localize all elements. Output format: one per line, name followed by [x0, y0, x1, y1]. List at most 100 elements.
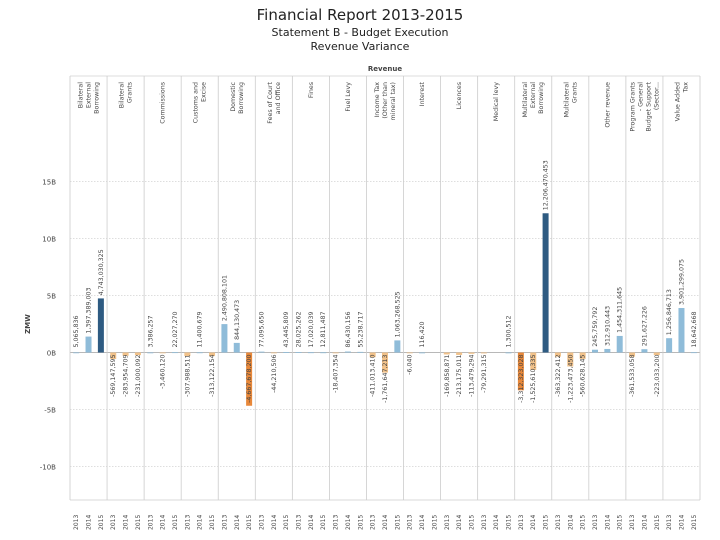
- group-label: Budget Support: [645, 81, 652, 131]
- x-tick-label: 2014: [419, 515, 426, 530]
- data-label: -223,033,200: [654, 355, 661, 397]
- bar: [270, 352, 277, 354]
- group-label: Interest: [419, 81, 426, 106]
- report-subtitle: Statement B - Budget Execution: [271, 26, 449, 39]
- bar: [221, 324, 228, 353]
- bar: [134, 352, 141, 356]
- bar: [246, 352, 253, 406]
- group-label: Multilateral: [563, 82, 570, 118]
- bar: [690, 352, 697, 354]
- group-label: (Sector...: [653, 82, 660, 110]
- group-label: Income Tax: [374, 82, 381, 118]
- x-tick-label: 2014: [123, 515, 130, 530]
- group-label: Domestic: [230, 81, 237, 111]
- bar: [73, 352, 80, 354]
- data-label: -231,000,092: [135, 355, 142, 397]
- x-tick-label: 2015: [357, 515, 364, 530]
- bar: [542, 213, 549, 353]
- group-label: Borrowing: [94, 82, 101, 114]
- data-label: 55,238,717: [357, 311, 364, 347]
- group-label: External: [86, 82, 93, 108]
- bar: [172, 352, 178, 354]
- data-label: -113,479,294: [468, 355, 475, 397]
- bar: [307, 352, 314, 354]
- x-tick-label: 2013: [370, 515, 377, 530]
- bar: [159, 352, 166, 354]
- x-tick-label: 2015: [394, 515, 401, 530]
- bar: [258, 351, 265, 353]
- x-tick-label: 2014: [308, 515, 315, 530]
- bar: [629, 352, 636, 357]
- bar: [122, 352, 129, 356]
- group-label: Tax: [682, 82, 689, 94]
- data-label: 245,759,792: [592, 307, 599, 347]
- data-label: 12,811,487: [320, 311, 327, 347]
- group-label: Bilateral: [119, 82, 126, 108]
- data-label: 291,627,226: [641, 306, 648, 346]
- data-label: -411,013,410: [370, 355, 377, 397]
- bar: [369, 352, 376, 358]
- bar: [344, 351, 351, 353]
- x-tick-label: 2015: [617, 515, 624, 530]
- bar: [666, 338, 673, 353]
- data-label: 1,454,311,645: [617, 287, 624, 333]
- x-tick-label: 2014: [567, 515, 574, 530]
- x-tick-label: 2015: [654, 515, 661, 530]
- data-label: 3,386,257: [147, 315, 154, 347]
- bar: [110, 352, 117, 360]
- bar: [233, 342, 240, 353]
- data-label: 1,063,268,525: [394, 291, 401, 337]
- data-label: 17,020,039: [308, 311, 315, 347]
- group-label: Grants: [571, 82, 578, 103]
- x-tick-label: 2015: [135, 515, 142, 530]
- x-tick-label: 2013: [555, 515, 562, 530]
- bar: [85, 336, 92, 353]
- bar: [641, 349, 648, 353]
- group-label: Grants: [127, 82, 134, 103]
- data-label: -1,761,647,213: [382, 355, 389, 403]
- x-tick-label: 2013: [592, 515, 599, 530]
- group-label: (Other than: [382, 82, 389, 119]
- group-label: Bilateral: [78, 82, 85, 108]
- group-label: Value Added: [674, 82, 681, 121]
- x-tick-label: 2014: [160, 515, 167, 530]
- y-tick-label: 0B: [47, 350, 56, 358]
- bar: [209, 352, 216, 357]
- x-tick-label: 2015: [209, 515, 216, 530]
- bar: [196, 352, 203, 354]
- y-tick-label: -5B: [44, 407, 56, 415]
- data-label: 28,025,262: [296, 311, 303, 347]
- data-label: -3,460,120: [160, 355, 167, 389]
- group-label: Licences: [456, 82, 463, 109]
- group-label: mineral tax): [390, 82, 397, 120]
- bar: [616, 335, 623, 353]
- bar: [320, 352, 327, 354]
- bar: [419, 352, 426, 354]
- data-label: 5,065,836: [73, 315, 80, 347]
- group-label: Fines: [308, 82, 315, 98]
- column-header-title: Revenue: [368, 65, 402, 73]
- bar: [184, 352, 191, 357]
- group-label: Borrowing: [238, 82, 245, 114]
- x-tick-label: 2013: [184, 515, 191, 530]
- group-label: External: [530, 82, 537, 108]
- x-tick-label: 2013: [258, 515, 265, 530]
- data-label: -213,175,011: [456, 355, 463, 397]
- bar: [592, 349, 598, 353]
- bar: [678, 308, 685, 353]
- bar: [554, 352, 561, 357]
- bar: [567, 352, 574, 367]
- data-label: 844,130,473: [234, 300, 241, 340]
- data-label: 4,743,030,325: [98, 249, 105, 295]
- data-label: -1,223,473,450: [567, 355, 574, 403]
- group-label: Fuel Levy: [345, 82, 352, 112]
- bar: [579, 352, 586, 359]
- x-tick-label: 2015: [320, 515, 327, 530]
- bar: [530, 352, 537, 370]
- x-tick-label: 2015: [468, 515, 475, 530]
- y-tick-label: 15B: [42, 178, 56, 186]
- x-tick-label: 2014: [382, 515, 389, 530]
- group-label: Fees of Court: [267, 81, 274, 123]
- x-tick-label: 2014: [345, 515, 352, 530]
